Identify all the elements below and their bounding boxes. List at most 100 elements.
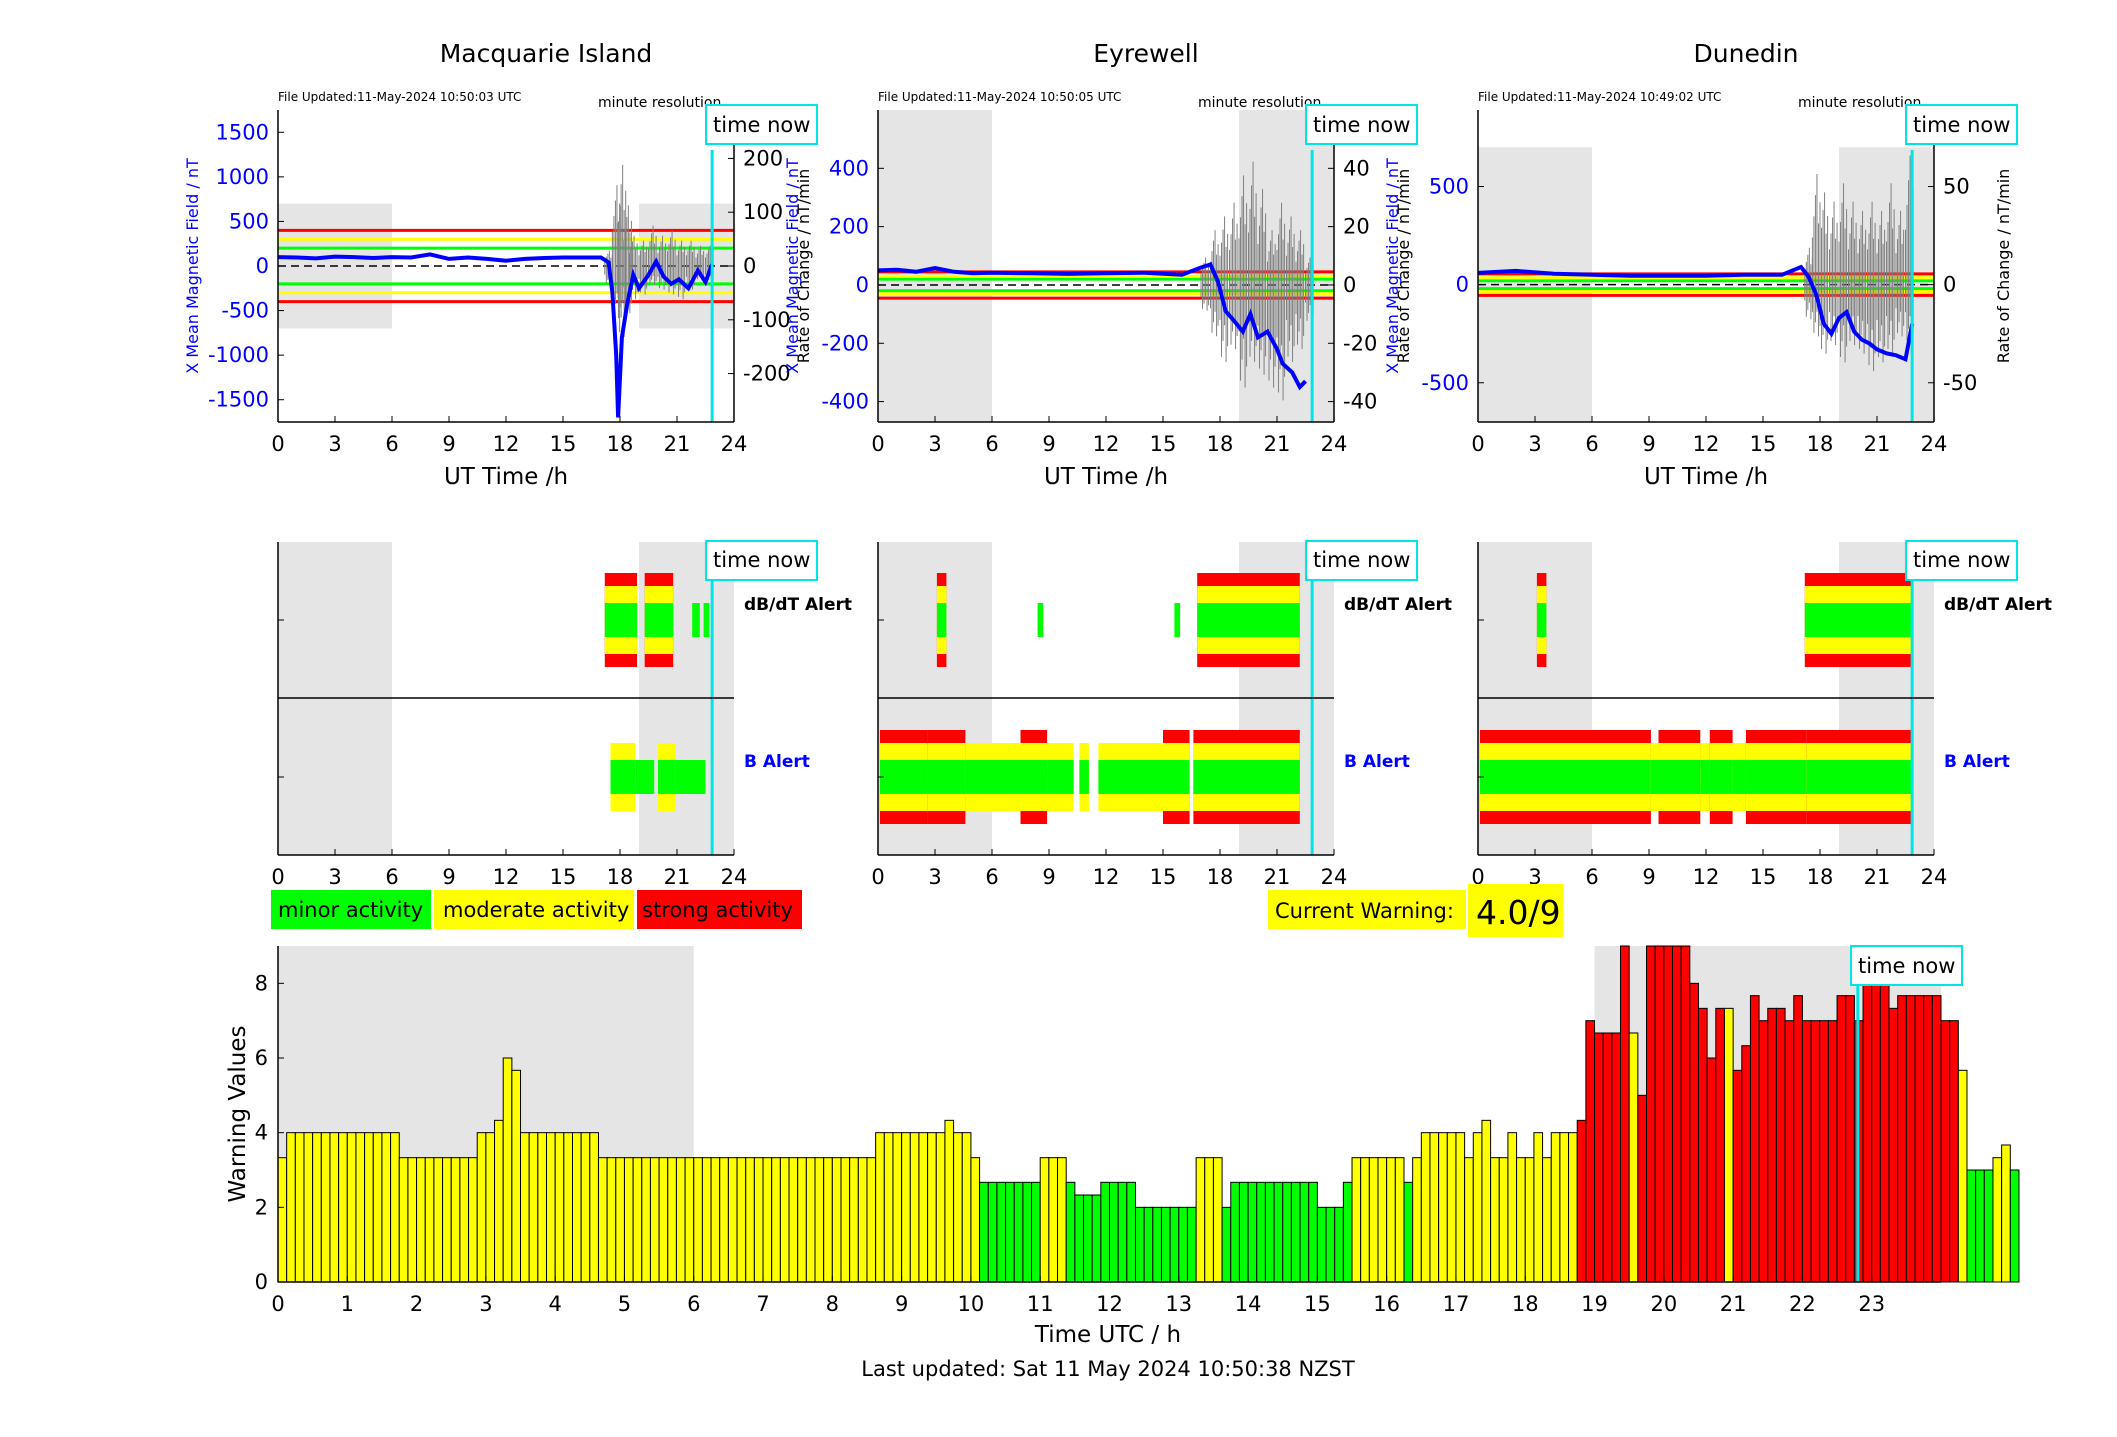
y-left-tick-label: 500 bbox=[1429, 175, 1469, 199]
alert-panel: 0 3 6 9 12 15 18 21 24 dB/dT Alert B Alert time now bbox=[871, 540, 1452, 889]
warning-bar bbox=[1368, 1157, 1379, 1283]
warning-bar bbox=[1931, 995, 1942, 1283]
warning-bar bbox=[1256, 1181, 1266, 1283]
x-tick-label: 6 bbox=[985, 432, 998, 456]
warning-bar bbox=[1862, 970, 1873, 1283]
y-left-tick-label: 500 bbox=[229, 209, 269, 233]
warning-bar bbox=[468, 1157, 478, 1283]
warning-bar bbox=[1810, 1020, 1821, 1283]
time-now-label: time now bbox=[1313, 113, 1410, 137]
magnetic-field-trace bbox=[1477, 264, 1915, 362]
b-alert-segment-minor bbox=[879, 760, 928, 794]
x-tick-label: 9 bbox=[442, 432, 455, 456]
y-left-tick-label: 1000 bbox=[216, 165, 269, 189]
warning-bar bbox=[1039, 1157, 1050, 1283]
warning-bar bbox=[1273, 1181, 1284, 1283]
warning-bar bbox=[303, 1132, 314, 1283]
warning-bar bbox=[1663, 945, 1673, 1283]
warning-bar bbox=[753, 1157, 764, 1283]
b-alert-segment-minor bbox=[927, 760, 966, 794]
x-tick-label: 22 bbox=[1789, 1292, 1816, 1316]
warning-bar bbox=[615, 1157, 625, 1283]
b-alert-segment-minor bbox=[1650, 760, 1659, 794]
warning-bar bbox=[1031, 1181, 1041, 1283]
b-alert-segment-minor bbox=[610, 760, 636, 794]
x-tick-label: 21 bbox=[1864, 432, 1891, 456]
time-now-box bbox=[1905, 540, 2018, 581]
warning-bar bbox=[701, 1157, 712, 1283]
y-right-tick-label: -20 bbox=[1343, 331, 1377, 355]
time-now-marker: time now bbox=[1850, 945, 1963, 986]
warning-bar bbox=[667, 1157, 677, 1283]
warning-bar bbox=[1152, 1206, 1162, 1283]
warning-bar bbox=[961, 1132, 972, 1283]
warning-bar bbox=[502, 1057, 513, 1283]
warning-bar bbox=[1784, 1020, 1795, 1283]
station-title: Dunedin bbox=[1694, 39, 1799, 68]
warning-bar bbox=[1827, 1020, 1838, 1283]
x-tick-label: 21 bbox=[1264, 432, 1291, 456]
warning-bar bbox=[1559, 1132, 1570, 1283]
activity-legend: minor activity moderate activity strong … bbox=[271, 890, 802, 929]
b-alert-segment-minor bbox=[965, 760, 1021, 794]
warning-bar bbox=[1749, 995, 1760, 1283]
x-tick-label: 24 bbox=[1321, 865, 1348, 889]
warning-bar bbox=[364, 1132, 374, 1283]
time-now-marker: time now bbox=[705, 104, 818, 145]
warning-bar bbox=[987, 1181, 998, 1283]
legend-minor-label: minor activity bbox=[278, 898, 423, 922]
resolution-text: minute resolution bbox=[598, 95, 721, 111]
x-tick-label: 15 bbox=[1750, 865, 1777, 889]
warning-bar bbox=[589, 1132, 599, 1283]
y-right-tick-label: -200 bbox=[743, 362, 791, 386]
b-alert-label: B Alert bbox=[1944, 752, 2010, 772]
current-warning-label: Current Warning: bbox=[1275, 899, 1454, 923]
y-left-tick-label: 200 bbox=[829, 215, 869, 239]
warning-bar bbox=[1048, 1157, 1059, 1283]
warning-bar bbox=[1914, 995, 1925, 1283]
warning-bar bbox=[1966, 1169, 1977, 1283]
current-warning-value: 4.0/9 bbox=[1476, 893, 1561, 932]
y-tick-label: 2 bbox=[255, 1195, 268, 1219]
warning-bar bbox=[1498, 1157, 1509, 1283]
x-tick-label: 18 bbox=[1807, 432, 1834, 456]
x-tick-label: 20 bbox=[1650, 1292, 1677, 1316]
x-tick-label: 0 bbox=[271, 865, 284, 889]
footer-last-updated: Last updated: Sat 11 May 2024 10:50:38 N… bbox=[861, 1357, 1355, 1381]
warning-bar bbox=[312, 1132, 322, 1283]
x-tick-label: 10 bbox=[958, 1292, 985, 1316]
warning-bar bbox=[381, 1132, 392, 1283]
y-right-tick-label: -40 bbox=[1343, 390, 1377, 414]
warning-bar bbox=[606, 1157, 617, 1283]
x-tick-label: 21 bbox=[1864, 865, 1891, 889]
x-tick-label: 1 bbox=[341, 1292, 354, 1316]
legend-strong-swatch bbox=[637, 890, 802, 929]
warning-bar bbox=[1801, 1020, 1812, 1283]
time-now-label: time now bbox=[713, 113, 810, 137]
warning-bar bbox=[1646, 945, 1656, 1283]
warning-bar bbox=[338, 1132, 348, 1283]
warning-bar bbox=[1923, 995, 1933, 1283]
y-left-tick-label: -500 bbox=[1421, 371, 1469, 395]
alert-panel: 0 3 6 9 12 15 18 21 24 dB/dT Alert B Alert time now bbox=[271, 540, 852, 889]
warning-bar bbox=[1386, 1157, 1396, 1283]
b-alert-segment-minor bbox=[635, 760, 655, 794]
warning-bar bbox=[1316, 1206, 1327, 1283]
y-left-tick-label: -200 bbox=[821, 331, 869, 355]
time-now-marker: time now bbox=[1305, 104, 1418, 145]
warning-bar bbox=[1897, 995, 1907, 1283]
warning-bar bbox=[684, 1157, 695, 1283]
warning-bar bbox=[1533, 1132, 1544, 1283]
b-alert-segment-minor bbox=[1079, 760, 1089, 794]
warning-bar bbox=[277, 1157, 288, 1283]
warning-bar bbox=[1490, 1157, 1500, 1283]
warning-bar bbox=[857, 1157, 868, 1283]
warning-bar bbox=[779, 1157, 790, 1283]
warning-bar bbox=[355, 1132, 366, 1283]
warning-bar bbox=[979, 1181, 989, 1283]
x-tick-label: 3 bbox=[328, 432, 341, 456]
warning-bar bbox=[597, 1157, 608, 1283]
warning-bar bbox=[1793, 995, 1803, 1283]
warning-bar bbox=[1819, 1020, 1829, 1283]
